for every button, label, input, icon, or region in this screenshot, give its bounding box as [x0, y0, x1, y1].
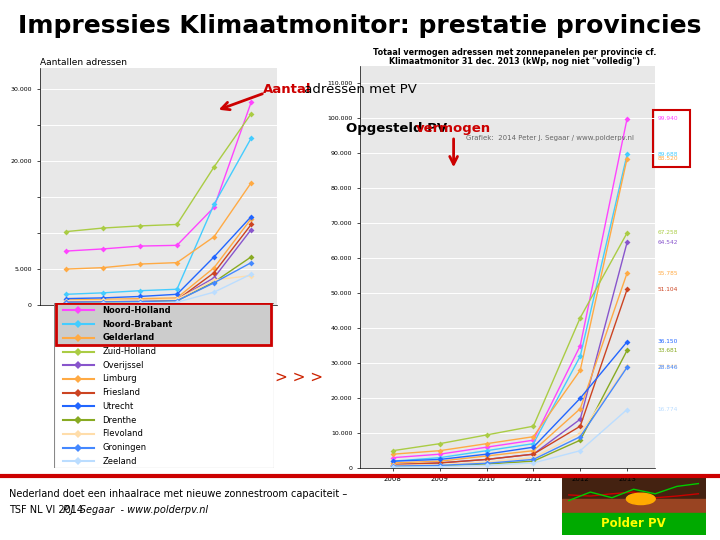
Bar — [562, 499, 706, 513]
Text: adressen met PV: adressen met PV — [300, 83, 417, 96]
Text: Klimaatmonitor 31 dec. 2013 (kWp, nog niet "volledig"): Klimaatmonitor 31 dec. 2013 (kWp, nog ni… — [390, 57, 640, 66]
Text: Totaal vermogen adressen met zonnepanelen per provincie cf.: Totaal vermogen adressen met zonnepanele… — [373, 48, 657, 57]
Text: P.J. Segaar  - www.polderpv.nl: P.J. Segaar - www.polderpv.nl — [63, 505, 209, 515]
Text: Flevoland: Flevoland — [102, 429, 143, 438]
FancyBboxPatch shape — [56, 303, 271, 346]
Text: Nederland doet een inhaalrace met nieuwe zonnestroom capaciteit –: Nederland doet een inhaalrace met nieuwe… — [9, 489, 348, 499]
Text: 16.774: 16.774 — [657, 407, 678, 412]
Text: Polder PV: Polder PV — [601, 517, 666, 530]
Text: Overijssel: Overijssel — [102, 361, 144, 370]
Text: > > >: > > > — [275, 370, 323, 386]
Text: Grafiek:  2014 Peter J. Segaar / www.polderpv.nl: Grafiek: 2014 Peter J. Segaar / www.pold… — [467, 136, 634, 141]
Text: Impressies Klimaatmonitor: prestatie provincies: Impressies Klimaatmonitor: prestatie pro… — [18, 14, 702, 37]
Text: Friesland: Friesland — [102, 388, 140, 397]
Text: Utrecht: Utrecht — [102, 402, 134, 411]
Text: Aantallen adressen: Aantallen adressen — [40, 58, 127, 67]
Text: 99.940: 99.940 — [657, 116, 678, 121]
Text: 28.846: 28.846 — [657, 364, 678, 370]
Text: 64.542: 64.542 — [657, 240, 678, 245]
Text: Limburg: Limburg — [102, 374, 137, 383]
Text: Zuid-Holland: Zuid-Holland — [102, 347, 156, 356]
Circle shape — [626, 493, 655, 504]
Text: Zeeland: Zeeland — [102, 457, 137, 466]
Bar — [562, 513, 706, 535]
Text: 67.258: 67.258 — [657, 231, 678, 235]
Text: 51.104: 51.104 — [657, 287, 678, 292]
Text: 89.688: 89.688 — [657, 152, 678, 157]
Text: 29.146: 29.146 — [657, 364, 678, 369]
Text: 33.681: 33.681 — [657, 348, 678, 353]
Text: Noord-Brabant: Noord-Brabant — [102, 320, 173, 328]
Text: Groningen: Groningen — [102, 443, 146, 452]
Text: vermogen: vermogen — [415, 122, 490, 135]
Text: Aantal: Aantal — [263, 83, 311, 96]
Text: Gelderland: Gelderland — [102, 333, 155, 342]
Text: 36.150: 36.150 — [657, 339, 678, 344]
Text: Drenthe: Drenthe — [102, 416, 137, 424]
Text: Noord-Holland: Noord-Holland — [102, 306, 171, 315]
Text: Opgesteld PV: Opgesteld PV — [346, 122, 451, 135]
Text: TSF NL VI 2014: TSF NL VI 2014 — [9, 505, 89, 515]
Text: 88.520: 88.520 — [657, 156, 678, 161]
Bar — [562, 478, 706, 513]
Text: 55.785: 55.785 — [657, 271, 678, 275]
